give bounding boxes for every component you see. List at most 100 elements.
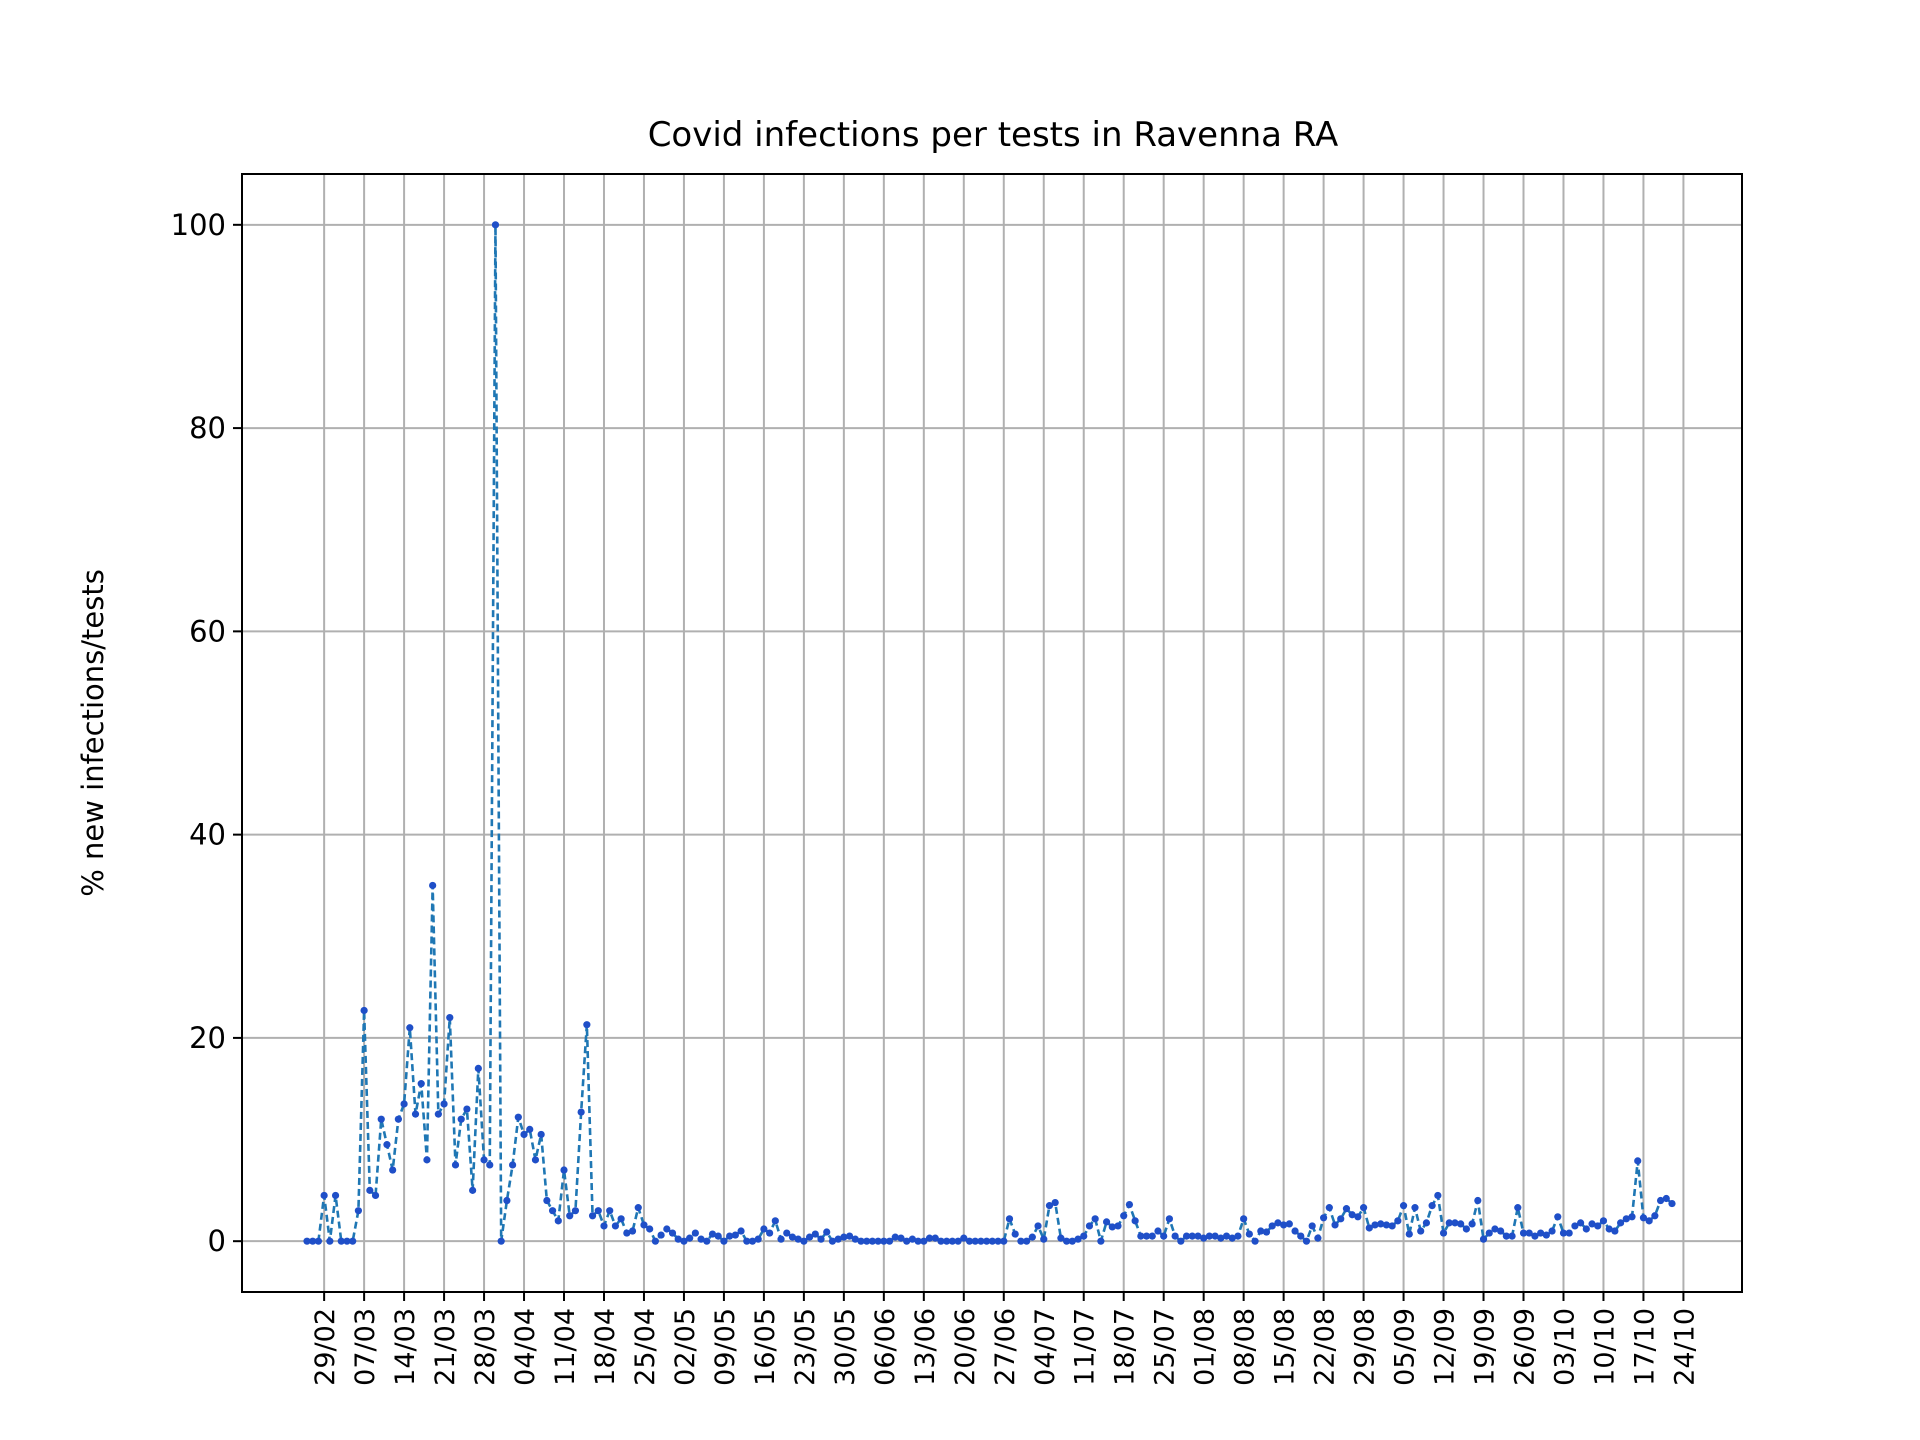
- data-point: [851, 1235, 859, 1243]
- data-point: [1422, 1219, 1431, 1227]
- data-point: [1548, 1227, 1556, 1235]
- data-point: [1388, 1222, 1396, 1230]
- data-point: [303, 1237, 311, 1245]
- data-point: [823, 1228, 831, 1236]
- data-point: [1102, 1218, 1111, 1226]
- data-point: [543, 1196, 551, 1205]
- x-tick-label: 25/04: [630, 1308, 661, 1386]
- x-tick-label: 15/08: [1270, 1308, 1301, 1386]
- data-point: [1194, 1232, 1202, 1240]
- data-point: [1514, 1204, 1522, 1212]
- data-point: [1445, 1219, 1453, 1227]
- data-point: [560, 1166, 568, 1174]
- data-point: [1262, 1228, 1271, 1236]
- data-point: [771, 1217, 779, 1225]
- data-point: [800, 1237, 808, 1245]
- data-point: [1114, 1222, 1122, 1230]
- data-point: [1148, 1232, 1156, 1240]
- data-point: [320, 1191, 328, 1200]
- data-point: [1417, 1227, 1425, 1235]
- data-point: [828, 1237, 837, 1245]
- data-point: [983, 1237, 991, 1245]
- data-point: [429, 881, 437, 890]
- x-tick-label: 06/06: [870, 1308, 901, 1386]
- x-tick-label: 29/08: [1350, 1308, 1381, 1386]
- data-point: [948, 1237, 956, 1245]
- data-point: [600, 1222, 608, 1230]
- data-point: [1034, 1222, 1042, 1230]
- data-point: [1577, 1219, 1585, 1227]
- data-point: [360, 1006, 368, 1015]
- data-point: [1502, 1232, 1510, 1240]
- data-point: [1342, 1205, 1351, 1213]
- data-point: [1371, 1221, 1379, 1229]
- data-point: [366, 1186, 374, 1194]
- data-point: [1245, 1230, 1253, 1238]
- data-point: [1582, 1225, 1590, 1233]
- data-point: [480, 1156, 488, 1164]
- data-point: [537, 1130, 545, 1139]
- chart-title: Covid infections per tests in Ravenna RA: [648, 115, 1339, 155]
- data-point: [446, 1013, 454, 1022]
- data-point: [469, 1186, 477, 1194]
- data-point: [491, 221, 500, 229]
- data-point: [1325, 1204, 1333, 1212]
- data-point: [954, 1237, 962, 1245]
- data-point: [1497, 1227, 1505, 1235]
- data-point: [634, 1204, 642, 1212]
- data-point: [703, 1237, 711, 1245]
- data-point: [1474, 1196, 1482, 1205]
- data-point: [354, 1207, 363, 1215]
- x-tick-label: 02/05: [670, 1308, 701, 1386]
- data-point: [606, 1207, 614, 1215]
- data-point: [1171, 1232, 1179, 1240]
- data-point: [1308, 1222, 1316, 1230]
- data-point: [1125, 1200, 1134, 1209]
- x-tick-label: 23/05: [790, 1308, 821, 1386]
- data-point: [1559, 1229, 1568, 1237]
- x-tick-label: 19/09: [1470, 1308, 1501, 1386]
- x-tick-label: 11/07: [1070, 1308, 1101, 1386]
- data-point: [1297, 1232, 1305, 1240]
- data-point: [1519, 1229, 1528, 1237]
- data-point: [1222, 1232, 1231, 1240]
- data-point: [1571, 1222, 1579, 1230]
- x-tick-label: 11/04: [550, 1308, 581, 1386]
- data-point: [440, 1100, 448, 1108]
- data-point: [1639, 1214, 1648, 1222]
- x-tick-label: 20/06: [950, 1308, 981, 1386]
- data-point: [1462, 1225, 1470, 1233]
- data-point: [1274, 1219, 1282, 1227]
- data-point: [720, 1237, 728, 1245]
- data-point: [389, 1166, 397, 1174]
- data-point: [834, 1235, 842, 1243]
- data-point: [326, 1237, 334, 1245]
- data-point: [503, 1196, 511, 1205]
- data-point: [1565, 1229, 1573, 1237]
- data-point: [977, 1237, 985, 1245]
- x-tick-label: 12/09: [1430, 1308, 1461, 1386]
- x-tick-label: 14/03: [390, 1308, 421, 1386]
- data-point: [783, 1229, 791, 1237]
- data-point: [1628, 1213, 1636, 1221]
- data-point: [1051, 1198, 1059, 1207]
- data-point: [1611, 1227, 1619, 1235]
- x-tick-label: 18/07: [1110, 1308, 1141, 1386]
- data-point: [309, 1237, 317, 1245]
- data-point: [891, 1233, 899, 1241]
- x-tick-label: 13/06: [910, 1308, 941, 1386]
- data-point: [731, 1231, 739, 1239]
- data-point: [1154, 1227, 1162, 1235]
- data-point: [474, 1064, 482, 1072]
- x-tick-label: 08/08: [1230, 1308, 1261, 1386]
- data-point: [1605, 1225, 1613, 1233]
- data-point: [434, 1110, 442, 1118]
- data-point: [840, 1233, 848, 1241]
- x-tick-label: 21/03: [430, 1308, 461, 1386]
- x-tick-label: 25/07: [1150, 1308, 1181, 1386]
- data-point: [1182, 1232, 1191, 1240]
- data-point: [1057, 1234, 1065, 1242]
- data-point: [337, 1237, 345, 1245]
- data-point: [1479, 1235, 1488, 1243]
- data-point: [754, 1235, 762, 1243]
